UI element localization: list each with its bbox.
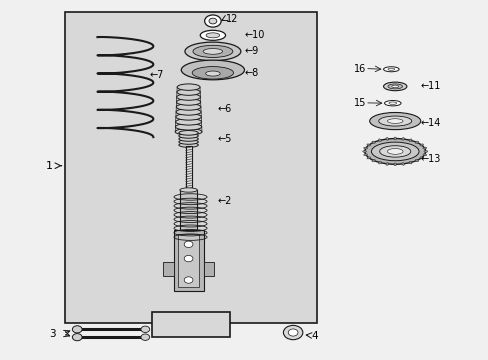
Ellipse shape <box>419 157 423 159</box>
Ellipse shape <box>180 188 197 192</box>
Ellipse shape <box>179 131 198 135</box>
Ellipse shape <box>179 136 198 141</box>
Ellipse shape <box>176 104 201 110</box>
Bar <box>185 146 191 189</box>
Circle shape <box>204 15 221 27</box>
Ellipse shape <box>184 42 241 61</box>
Ellipse shape <box>177 84 200 90</box>
Ellipse shape <box>193 45 232 58</box>
Ellipse shape <box>384 100 400 106</box>
Circle shape <box>141 326 149 333</box>
Text: 16: 16 <box>353 64 366 73</box>
Circle shape <box>184 277 193 283</box>
Ellipse shape <box>387 68 394 70</box>
Ellipse shape <box>371 142 418 161</box>
Ellipse shape <box>175 123 202 130</box>
Text: 12: 12 <box>225 14 238 23</box>
Ellipse shape <box>401 163 404 165</box>
Ellipse shape <box>414 141 418 143</box>
Ellipse shape <box>383 82 406 91</box>
Ellipse shape <box>378 139 381 141</box>
Ellipse shape <box>371 141 374 143</box>
Ellipse shape <box>364 139 425 164</box>
Text: ←9: ←9 <box>244 46 258 56</box>
Ellipse shape <box>378 116 411 126</box>
Text: ←7: ←7 <box>149 69 164 80</box>
Ellipse shape <box>401 138 404 140</box>
Ellipse shape <box>175 119 201 125</box>
Ellipse shape <box>205 71 220 76</box>
Circle shape <box>208 18 216 24</box>
Ellipse shape <box>408 139 411 141</box>
Circle shape <box>184 255 193 262</box>
Text: 1: 1 <box>45 161 52 171</box>
Bar <box>180 190 197 230</box>
Ellipse shape <box>179 143 198 147</box>
Text: ←2: ←2 <box>217 197 232 206</box>
Ellipse shape <box>391 85 398 87</box>
Ellipse shape <box>386 149 402 154</box>
Ellipse shape <box>179 140 198 144</box>
Bar <box>163 262 173 276</box>
Ellipse shape <box>414 159 418 162</box>
Ellipse shape <box>175 129 202 135</box>
Ellipse shape <box>203 49 222 54</box>
Ellipse shape <box>369 112 420 130</box>
Ellipse shape <box>362 150 366 152</box>
Circle shape <box>283 325 302 340</box>
Ellipse shape <box>378 161 381 164</box>
Ellipse shape <box>176 109 201 115</box>
Ellipse shape <box>379 146 410 157</box>
Ellipse shape <box>422 154 426 156</box>
Text: ←11: ←11 <box>420 81 440 91</box>
Text: ←14: ←14 <box>420 118 440 128</box>
Text: 4: 4 <box>311 331 318 341</box>
Ellipse shape <box>393 163 396 166</box>
Ellipse shape <box>387 84 402 89</box>
Ellipse shape <box>423 150 427 152</box>
Circle shape <box>287 329 297 336</box>
Ellipse shape <box>422 147 426 149</box>
Ellipse shape <box>176 94 200 100</box>
Bar <box>64 12 317 323</box>
Ellipse shape <box>363 154 367 156</box>
Ellipse shape <box>181 60 244 80</box>
Ellipse shape <box>179 134 198 138</box>
Text: ←13: ←13 <box>420 154 440 164</box>
Ellipse shape <box>419 144 423 146</box>
Circle shape <box>72 326 82 333</box>
Ellipse shape <box>205 33 219 38</box>
Ellipse shape <box>176 99 200 105</box>
Ellipse shape <box>385 138 388 140</box>
Ellipse shape <box>192 67 233 79</box>
Ellipse shape <box>386 119 402 123</box>
Ellipse shape <box>366 144 370 146</box>
Bar <box>178 234 199 287</box>
Bar <box>203 262 214 276</box>
Text: ←5: ←5 <box>217 134 232 144</box>
Ellipse shape <box>363 147 367 149</box>
Ellipse shape <box>177 89 200 95</box>
Ellipse shape <box>366 157 370 159</box>
Text: ←10: ←10 <box>244 30 264 40</box>
Ellipse shape <box>200 30 225 40</box>
Text: ←8: ←8 <box>244 68 258 78</box>
Text: ←6: ←6 <box>217 104 231 113</box>
Circle shape <box>141 334 149 341</box>
Bar <box>173 230 203 291</box>
Text: 15: 15 <box>353 98 366 108</box>
Text: 3: 3 <box>49 329 56 339</box>
Circle shape <box>184 241 193 248</box>
Ellipse shape <box>176 114 201 120</box>
Ellipse shape <box>371 159 374 162</box>
Ellipse shape <box>408 161 411 164</box>
Ellipse shape <box>388 102 396 104</box>
Bar <box>152 312 229 337</box>
Circle shape <box>72 334 82 341</box>
Ellipse shape <box>383 67 398 72</box>
Ellipse shape <box>385 163 388 165</box>
Ellipse shape <box>393 137 396 140</box>
